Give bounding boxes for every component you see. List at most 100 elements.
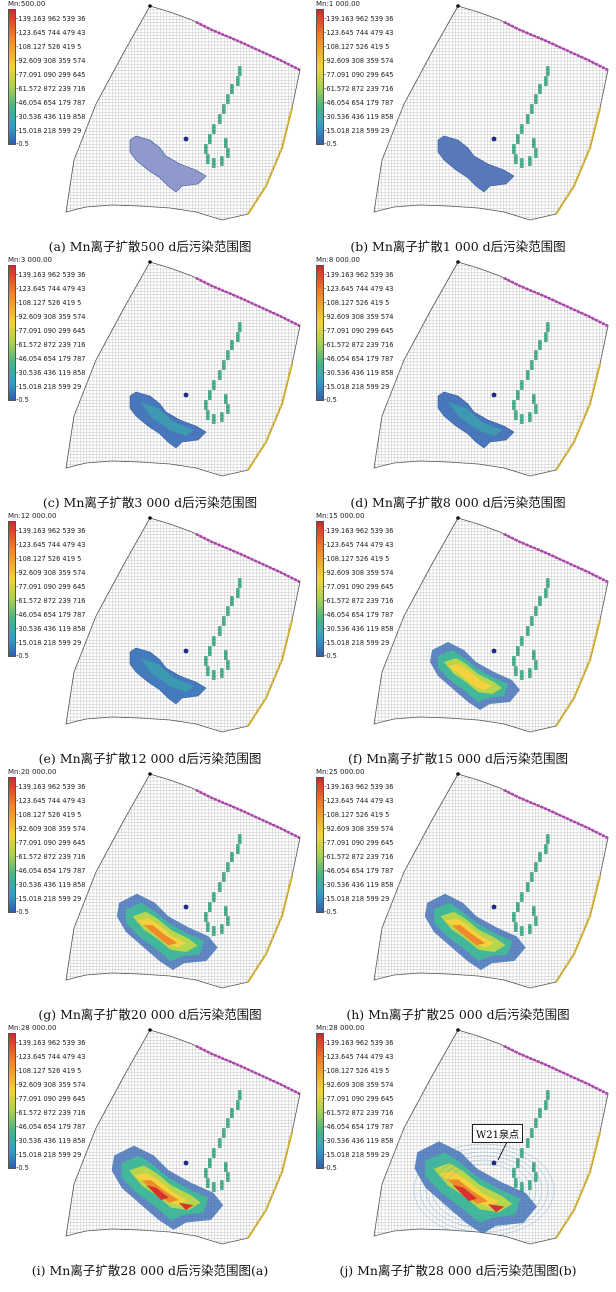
legend-label: -108.127 526 419 5 xyxy=(16,555,82,563)
legend-label: -123.645 744 479 43 xyxy=(324,797,394,805)
boundary-upper xyxy=(503,532,609,584)
legend-label: -46.054 654 179 787 xyxy=(324,1123,394,1131)
legend-label: -0.5 xyxy=(16,396,29,404)
figure-panel-g: Mn:20 000.00 -139.163 962 539 36 -123.645 … xyxy=(0,768,301,1022)
legend-label: -139.163 962 539 36 xyxy=(324,1039,394,1047)
top-node xyxy=(456,772,460,776)
legend-label: -30.536 436 119 858 xyxy=(16,881,86,889)
legend-label: -46.054 654 179 787 xyxy=(16,611,86,619)
legend-label: -108.127 526 419 5 xyxy=(324,43,390,51)
legend-colorbar xyxy=(316,777,324,913)
legend-title: Mn:8 000.00 xyxy=(316,256,361,264)
model-grid-domain xyxy=(65,261,301,477)
legend-label: -15.018 218 599 29 xyxy=(324,127,390,135)
legend-label: -0.5 xyxy=(16,1164,29,1172)
legend-label: -46.054 654 179 787 xyxy=(324,355,394,363)
legend-label: -30.536 436 119 858 xyxy=(16,1137,86,1145)
legend-label: -123.645 744 479 43 xyxy=(16,285,86,293)
model-grid-domain xyxy=(65,1029,301,1245)
well-point xyxy=(183,648,189,654)
boundary-lower xyxy=(246,363,294,471)
figure-panel-a: Mn:500.00 -139.163 962 539 36 -123.645 744… xyxy=(0,0,301,254)
legend-label: -15.018 218 599 29 xyxy=(16,1151,82,1159)
boundary-upper xyxy=(195,20,301,72)
contaminant-plume xyxy=(430,642,520,710)
boundary-upper xyxy=(195,532,301,584)
contaminant-plume xyxy=(111,1145,224,1230)
legend-label: -15.018 218 599 29 xyxy=(324,639,390,647)
legend-label: -15.018 218 599 29 xyxy=(16,639,82,647)
legend-title: Mn:20 000.00 xyxy=(8,768,57,776)
river-cells xyxy=(512,66,550,168)
legend-label: -77.091 090 299 645 xyxy=(324,583,394,591)
river-cells xyxy=(204,322,242,424)
figure-panel-f: Mn:15 000.00 -139.163 962 539 36 -123.645 … xyxy=(308,512,609,766)
legend-label: -0.5 xyxy=(16,140,29,148)
legend-label: -108.127 526 419 5 xyxy=(324,299,390,307)
legend-label: -46.054 654 179 787 xyxy=(324,611,394,619)
well-point xyxy=(491,1160,497,1166)
top-node xyxy=(148,4,152,8)
legend-label: -139.163 962 539 36 xyxy=(324,15,394,23)
contaminant-plume xyxy=(413,1141,555,1237)
river-cells xyxy=(512,322,550,424)
legend-label: -15.018 218 599 29 xyxy=(16,127,82,135)
legend-label: -30.536 436 119 858 xyxy=(16,113,86,121)
legend-colorbar xyxy=(8,265,16,401)
legend-colorbar xyxy=(316,9,324,145)
legend-label: -61.572 872 239 716 xyxy=(324,85,394,93)
legend-label: -0.5 xyxy=(324,652,337,660)
legend-label: -46.054 654 179 787 xyxy=(16,355,86,363)
legend-title: Mn:25 000.00 xyxy=(316,768,365,776)
top-node xyxy=(148,1028,152,1032)
legend-label: -77.091 090 299 645 xyxy=(16,71,86,79)
figure-panel-j: Mn:28 000.00 -139.163 962 539 36 -123.645 … xyxy=(308,1024,609,1278)
contamination-map xyxy=(373,4,609,221)
river-cells xyxy=(204,1090,242,1192)
legend-label: -30.536 436 119 858 xyxy=(16,369,86,377)
legend-label: -30.536 436 119 858 xyxy=(324,625,394,633)
legend-label: -139.163 962 539 36 xyxy=(16,1039,86,1047)
legend-label: -77.091 090 299 645 xyxy=(324,839,394,847)
legend-label: -123.645 744 479 43 xyxy=(16,29,86,37)
figure-panel-h: Mn:25 000.00 -139.163 962 539 36 -123.645 … xyxy=(308,768,609,1022)
legend-label: -139.163 962 539 36 xyxy=(324,271,394,279)
legend-label: -123.645 744 479 43 xyxy=(324,29,394,37)
legend-label: -61.572 872 239 716 xyxy=(16,853,86,861)
contaminant-plume xyxy=(437,135,515,193)
legend-label: -61.572 872 239 716 xyxy=(16,85,86,93)
boundary-lower xyxy=(246,107,294,215)
legend-label: -30.536 436 119 858 xyxy=(16,625,86,633)
contamination-map xyxy=(373,772,609,989)
legend-label: -108.127 526 419 5 xyxy=(16,1067,82,1075)
legend-colorbar xyxy=(316,521,324,657)
contamination-map xyxy=(65,1028,301,1245)
boundary-lower xyxy=(554,363,602,471)
legend-label: -108.127 526 419 5 xyxy=(16,811,82,819)
panel-caption: (f) Mn离子扩散15 000 d后污染范围图 xyxy=(348,751,568,766)
boundary-upper xyxy=(503,20,609,72)
legend-title: Mn:500.00 xyxy=(8,0,46,8)
legend-label: -77.091 090 299 645 xyxy=(16,839,86,847)
legend-label: -15.018 218 599 29 xyxy=(16,383,82,391)
legend-title: Mn:28 000.00 xyxy=(316,1024,365,1032)
figure-panel-c: Mn:3 000.00 -139.163 962 539 36 -123.645 7… xyxy=(0,256,301,510)
legend-label: -92.609 308 359 574 xyxy=(324,825,394,833)
legend-label: -46.054 654 179 787 xyxy=(324,99,394,107)
annotation-leader xyxy=(497,1139,509,1161)
boundary-upper xyxy=(503,1044,609,1096)
boundary-upper xyxy=(195,1044,301,1096)
legend-label: -123.645 744 479 43 xyxy=(16,797,86,805)
legend-label: -77.091 090 299 645 xyxy=(324,71,394,79)
model-grid-domain xyxy=(373,5,609,221)
legend-label: -123.645 744 479 43 xyxy=(324,1053,394,1061)
contaminant-plume xyxy=(129,135,207,193)
legend-label: -61.572 872 239 716 xyxy=(324,597,394,605)
legend-label: -108.127 526 419 5 xyxy=(324,555,390,563)
model-grid-domain xyxy=(65,5,301,221)
legend-label: -15.018 218 599 29 xyxy=(16,895,82,903)
legend-label: -92.609 308 359 574 xyxy=(16,825,86,833)
legend-label: -123.645 744 479 43 xyxy=(324,285,394,293)
top-node xyxy=(456,4,460,8)
